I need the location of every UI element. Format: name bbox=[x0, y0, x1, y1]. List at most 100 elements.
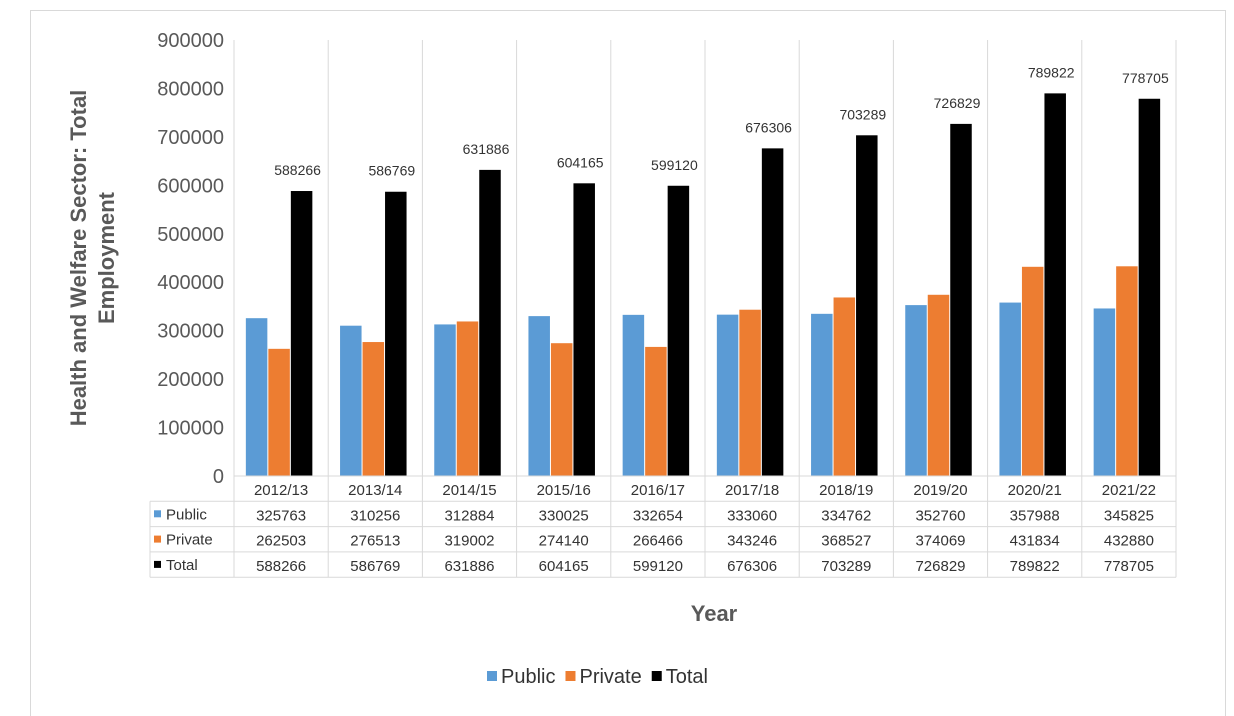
x-tick-label: 2014/15 bbox=[442, 482, 496, 499]
legend: Public Private Total bbox=[487, 666, 708, 688]
table-legend-key bbox=[154, 535, 161, 543]
bar-total bbox=[479, 169, 501, 476]
table-cell: 319002 bbox=[444, 533, 494, 550]
table-cell: 352760 bbox=[915, 507, 965, 524]
table-cell: 588266 bbox=[256, 558, 306, 575]
table-cell: 676306 bbox=[727, 558, 777, 575]
legend-label: Public bbox=[501, 666, 555, 688]
data-label-total: 586769 bbox=[368, 163, 415, 179]
bar-total bbox=[290, 191, 313, 476]
y-tick-label: 600000 bbox=[157, 175, 224, 197]
data-label-total: 676306 bbox=[745, 119, 792, 135]
table-cell: 726829 bbox=[915, 558, 965, 575]
data-labels: 588266 586769 631886 604165 599120 676306 7032… bbox=[274, 64, 1169, 178]
table-cell: 274140 bbox=[539, 533, 589, 550]
bar-public bbox=[340, 325, 362, 476]
data-label-total: 631886 bbox=[463, 141, 510, 157]
table-cell: 312884 bbox=[444, 507, 494, 524]
table-cell: 266466 bbox=[633, 533, 683, 550]
bar-public bbox=[905, 305, 927, 476]
table-cell: 432880 bbox=[1104, 533, 1154, 550]
y-tick-label: 100000 bbox=[157, 418, 224, 440]
bar-total bbox=[950, 123, 972, 477]
y-axis-ticks: 0 100000 200000 300000 400000 500000 600000 700… bbox=[157, 30, 224, 488]
y-tick-label: 0 bbox=[213, 466, 224, 488]
table-cell: 262503 bbox=[256, 533, 306, 550]
bar-total bbox=[761, 148, 784, 476]
bar-public bbox=[716, 314, 739, 476]
bar-private bbox=[362, 342, 385, 476]
x-tick-label: 2020/21 bbox=[1008, 482, 1062, 499]
bars bbox=[245, 93, 1161, 477]
table-cell: 343246 bbox=[727, 533, 777, 550]
x-tick-label: 2021/22 bbox=[1102, 482, 1156, 499]
table-cell: 599120 bbox=[633, 558, 683, 575]
bar-public bbox=[434, 324, 456, 476]
bar-public bbox=[999, 302, 1021, 476]
table-row-label: Private bbox=[166, 532, 213, 549]
table-row-label: Public bbox=[166, 506, 207, 523]
bar-total bbox=[1044, 93, 1066, 476]
legend-label: Private bbox=[579, 666, 641, 688]
y-tick-label: 400000 bbox=[157, 272, 224, 294]
bar-total bbox=[573, 183, 595, 477]
bar-private bbox=[833, 297, 856, 476]
bar-private bbox=[645, 346, 667, 476]
bar-private bbox=[927, 294, 950, 476]
table-cell: 332654 bbox=[633, 507, 683, 524]
table-cell: 631886 bbox=[444, 558, 494, 575]
bar-private bbox=[1021, 266, 1044, 476]
legend-key-private bbox=[565, 671, 576, 681]
bar-public bbox=[245, 318, 268, 476]
bar-private bbox=[268, 348, 290, 476]
x-tick-label: 2013/14 bbox=[348, 482, 402, 499]
x-axis-title: Year bbox=[691, 601, 738, 626]
y-tick-label: 300000 bbox=[157, 321, 224, 343]
y-tick-label: 500000 bbox=[157, 224, 224, 246]
bar-public bbox=[528, 316, 550, 476]
bar-private bbox=[456, 321, 479, 476]
bar-public bbox=[811, 313, 833, 476]
table-cell: 310256 bbox=[350, 507, 400, 524]
table-cell: 333060 bbox=[727, 507, 777, 524]
table-cell: 330025 bbox=[539, 507, 589, 524]
table-cell: 604165 bbox=[539, 558, 589, 575]
legend-key-public bbox=[487, 671, 497, 681]
table-cell: 368527 bbox=[821, 533, 871, 550]
x-tick-label: 2015/16 bbox=[537, 482, 591, 499]
table-row-label: Total bbox=[166, 557, 198, 574]
table-legend-key bbox=[154, 560, 161, 568]
table-cell: 276513 bbox=[350, 533, 400, 550]
y-axis-title-line2: Employment bbox=[94, 191, 119, 324]
table-cell: 325763 bbox=[256, 507, 306, 524]
data-label-total: 604165 bbox=[557, 154, 604, 170]
y-tick-label: 200000 bbox=[157, 369, 224, 391]
table-cell: 586769 bbox=[350, 558, 400, 575]
x-tick-label: 2018/19 bbox=[819, 482, 873, 499]
bar-public bbox=[622, 314, 645, 476]
table-cell: 357988 bbox=[1010, 507, 1060, 524]
y-axis-title: Health and Welfare Sector: Total bbox=[66, 90, 91, 427]
legend-key-total bbox=[651, 671, 662, 681]
y-tick-label: 700000 bbox=[157, 127, 224, 149]
data-label-total: 778705 bbox=[1122, 70, 1169, 86]
bar-total bbox=[856, 135, 878, 477]
table-cell: 703289 bbox=[821, 558, 871, 575]
x-tick-label: 2019/20 bbox=[913, 482, 967, 499]
legend-label: Total bbox=[666, 666, 708, 688]
data-table: 2012/13 2013/14 2014/15 2015/16 2016/17 2017/… bbox=[149, 475, 1176, 578]
bar-total bbox=[667, 185, 690, 476]
bar-total bbox=[385, 191, 407, 476]
bar-private bbox=[1116, 266, 1138, 476]
y-tick-label: 900000 bbox=[157, 30, 224, 52]
bar-total bbox=[1138, 98, 1161, 477]
bar-public bbox=[1093, 308, 1116, 476]
x-tick-label: 2016/17 bbox=[631, 482, 685, 499]
table-cell: 374069 bbox=[915, 533, 965, 550]
table-cell: 431834 bbox=[1010, 533, 1060, 550]
y-tick-label: 800000 bbox=[157, 78, 224, 100]
bar-private bbox=[739, 309, 761, 476]
table-legend-key bbox=[154, 510, 161, 518]
table-cell: 345825 bbox=[1104, 507, 1154, 524]
